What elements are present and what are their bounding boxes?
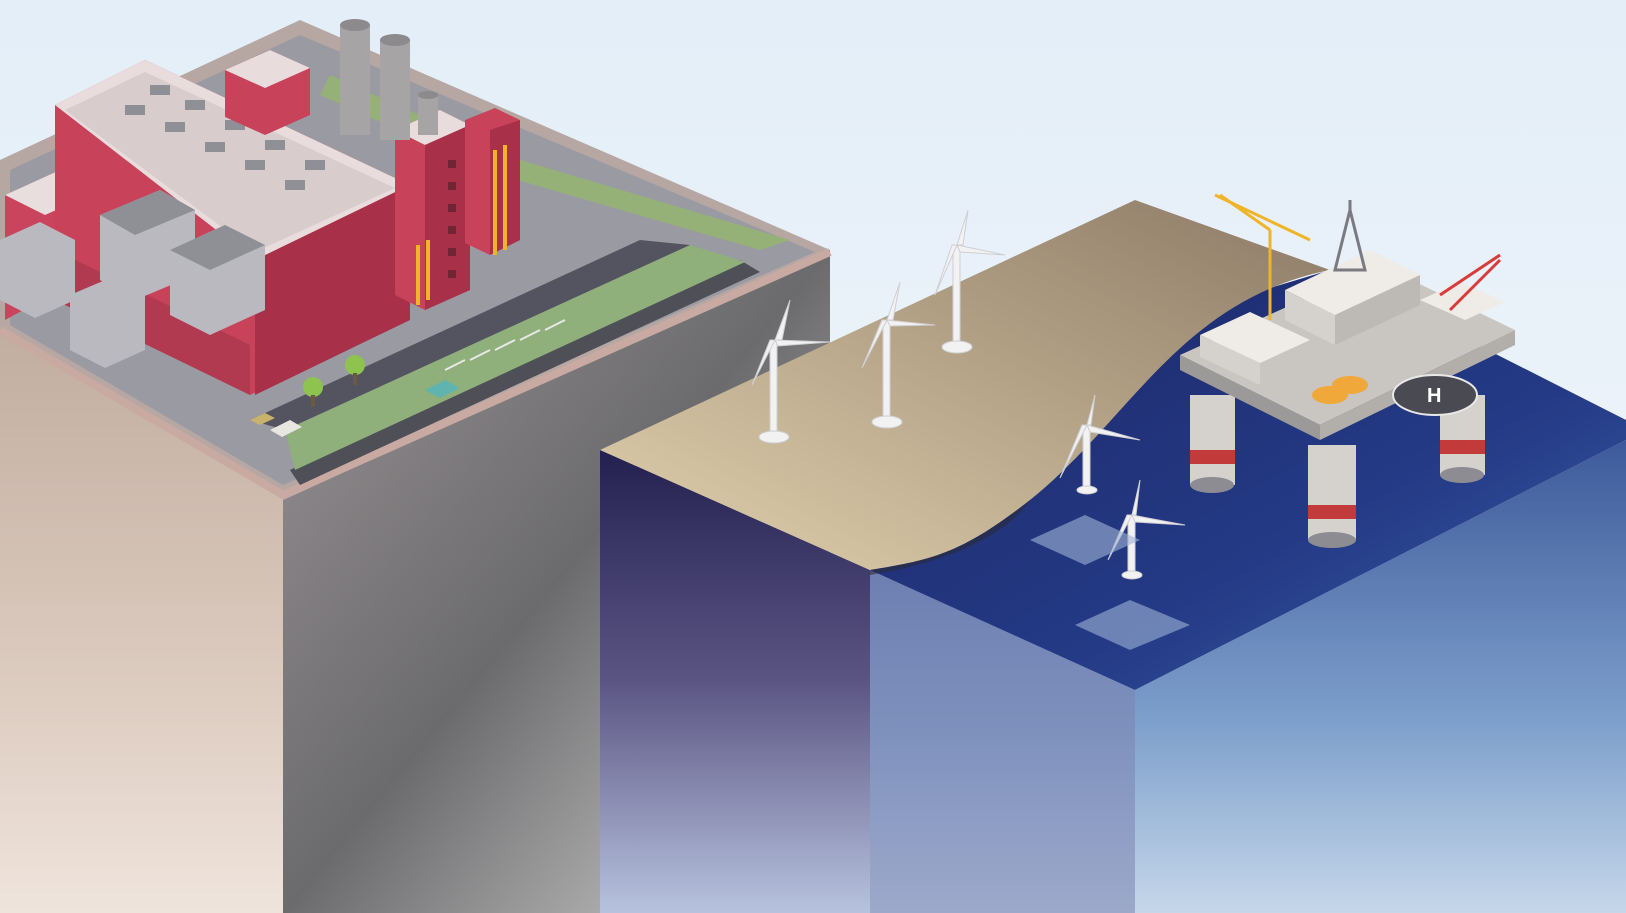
- oil-rig-icon: H: [1180, 193, 1515, 548]
- power-plant-icon: [0, 19, 520, 395]
- parking-lot: [444, 319, 566, 371]
- sea-block: [600, 200, 1626, 913]
- helipad-icon: [1392, 374, 1478, 416]
- crane-icon: [1439, 253, 1502, 312]
- turbine-foundation: [1030, 515, 1190, 650]
- car-icon: [250, 380, 460, 437]
- tree-icon: [303, 355, 365, 407]
- svg-text:H: H: [1427, 385, 1441, 407]
- crane-icon: [1214, 193, 1311, 320]
- wind-turbine-icon: [751, 209, 1186, 580]
